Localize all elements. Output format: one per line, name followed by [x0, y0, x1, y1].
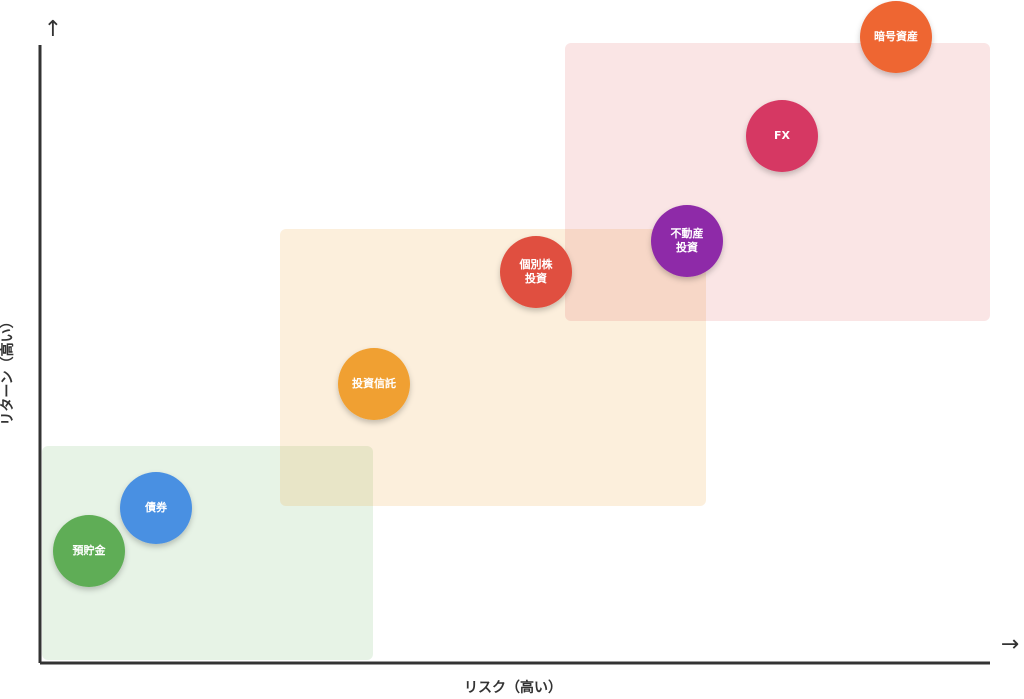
asset-node: 預貯金	[53, 515, 125, 587]
asset-label: 個別株	[519, 257, 554, 271]
asset-label: 預貯金	[73, 543, 107, 557]
x-axis-label: リスク（高い）	[464, 679, 562, 696]
asset-label: 投資信託	[352, 376, 396, 390]
asset-label: 投資	[676, 240, 698, 254]
mid-risk-zone	[280, 229, 706, 506]
asset-circle	[500, 236, 572, 308]
asset-node: 債券	[120, 472, 192, 544]
asset-circle	[651, 205, 723, 277]
asset-label: 債券	[144, 500, 168, 514]
asset-label: FX	[774, 129, 791, 142]
y-axis-label: リターン（高い）	[0, 314, 16, 425]
high-risk-zone	[565, 43, 990, 321]
asset-node: 暗号資産	[860, 1, 932, 73]
asset-node: 投資信託	[338, 348, 410, 420]
asset-node: FX	[746, 100, 818, 172]
asset-circle	[860, 1, 932, 73]
asset-circle	[53, 515, 125, 587]
asset-circle	[746, 100, 818, 172]
asset-label: 投資	[525, 271, 547, 285]
asset-label: 不動産	[671, 226, 704, 240]
x-arrow: →	[1001, 632, 1019, 657]
asset-circle	[120, 472, 192, 544]
y-arrow: ↑	[44, 17, 62, 42]
asset-circle	[338, 348, 410, 420]
asset-label: 暗号資産	[874, 29, 918, 43]
